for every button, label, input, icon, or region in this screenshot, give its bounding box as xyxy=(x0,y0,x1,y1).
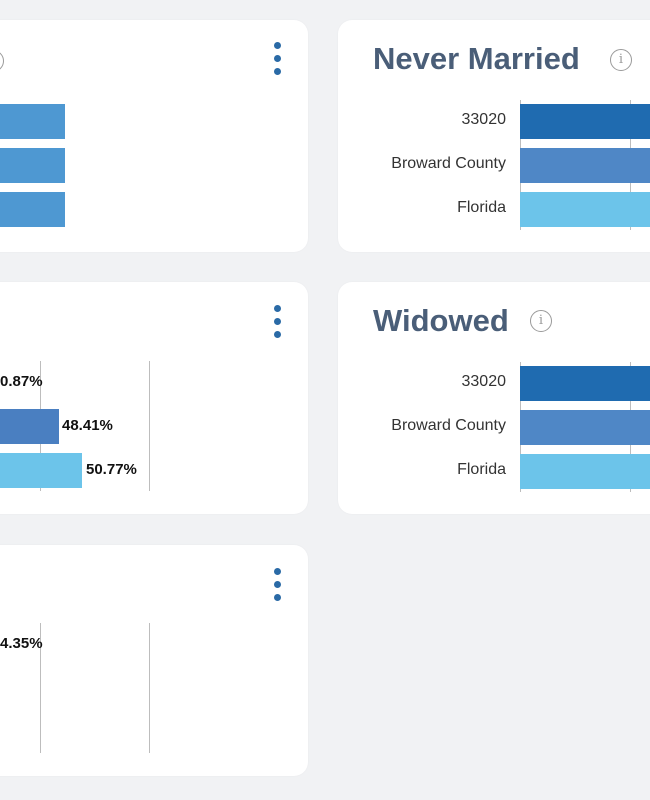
bar-florida xyxy=(0,453,82,488)
kebab-menu-icon[interactable] xyxy=(272,568,282,604)
card-never-married: Never Married i 33020 Broward County Flo… xyxy=(338,20,650,252)
info-icon[interactable]: i xyxy=(610,49,632,71)
card-title: Widowed xyxy=(373,303,509,338)
kebab-menu-icon[interactable] xyxy=(272,305,282,341)
info-icon[interactable]: i xyxy=(0,50,4,72)
card-bottom-left: 4.35% xyxy=(0,545,308,776)
value-label-florida: 50.77% xyxy=(86,461,137,478)
bar-broward-county xyxy=(520,148,650,183)
bar-florida xyxy=(520,454,650,489)
card-middle-left: 0.87% 48.41% 50.77% xyxy=(0,282,308,514)
bar-broward-county xyxy=(0,148,65,183)
category-label: 33020 xyxy=(461,373,507,390)
card-top-left: i xyxy=(0,20,308,252)
bar-33020 xyxy=(520,366,650,401)
card-widowed: Widowed i 33020 Broward County Florida xyxy=(338,282,650,514)
gridline xyxy=(149,623,150,753)
value-label-33020: 0.87% xyxy=(0,373,43,390)
info-icon[interactable]: i xyxy=(530,310,552,332)
category-label: 33020 xyxy=(461,111,507,128)
category-label: Broward County xyxy=(391,155,506,172)
bar-broward-county xyxy=(0,409,59,444)
bar-broward-county xyxy=(520,410,650,445)
value-label-broward-county: 48.41% xyxy=(62,417,113,434)
bar-33020 xyxy=(520,104,650,139)
category-label: Broward County xyxy=(391,417,506,434)
card-title: Never Married xyxy=(373,41,580,76)
category-label: Florida xyxy=(457,461,506,478)
gridline xyxy=(149,361,150,491)
value-label-33020: 4.35% xyxy=(0,635,43,652)
gridline xyxy=(40,623,41,753)
bar-florida xyxy=(0,192,65,227)
category-label: Florida xyxy=(457,199,506,216)
bar-florida xyxy=(520,192,650,227)
bar-33020 xyxy=(0,104,65,139)
kebab-menu-icon[interactable] xyxy=(272,42,282,78)
